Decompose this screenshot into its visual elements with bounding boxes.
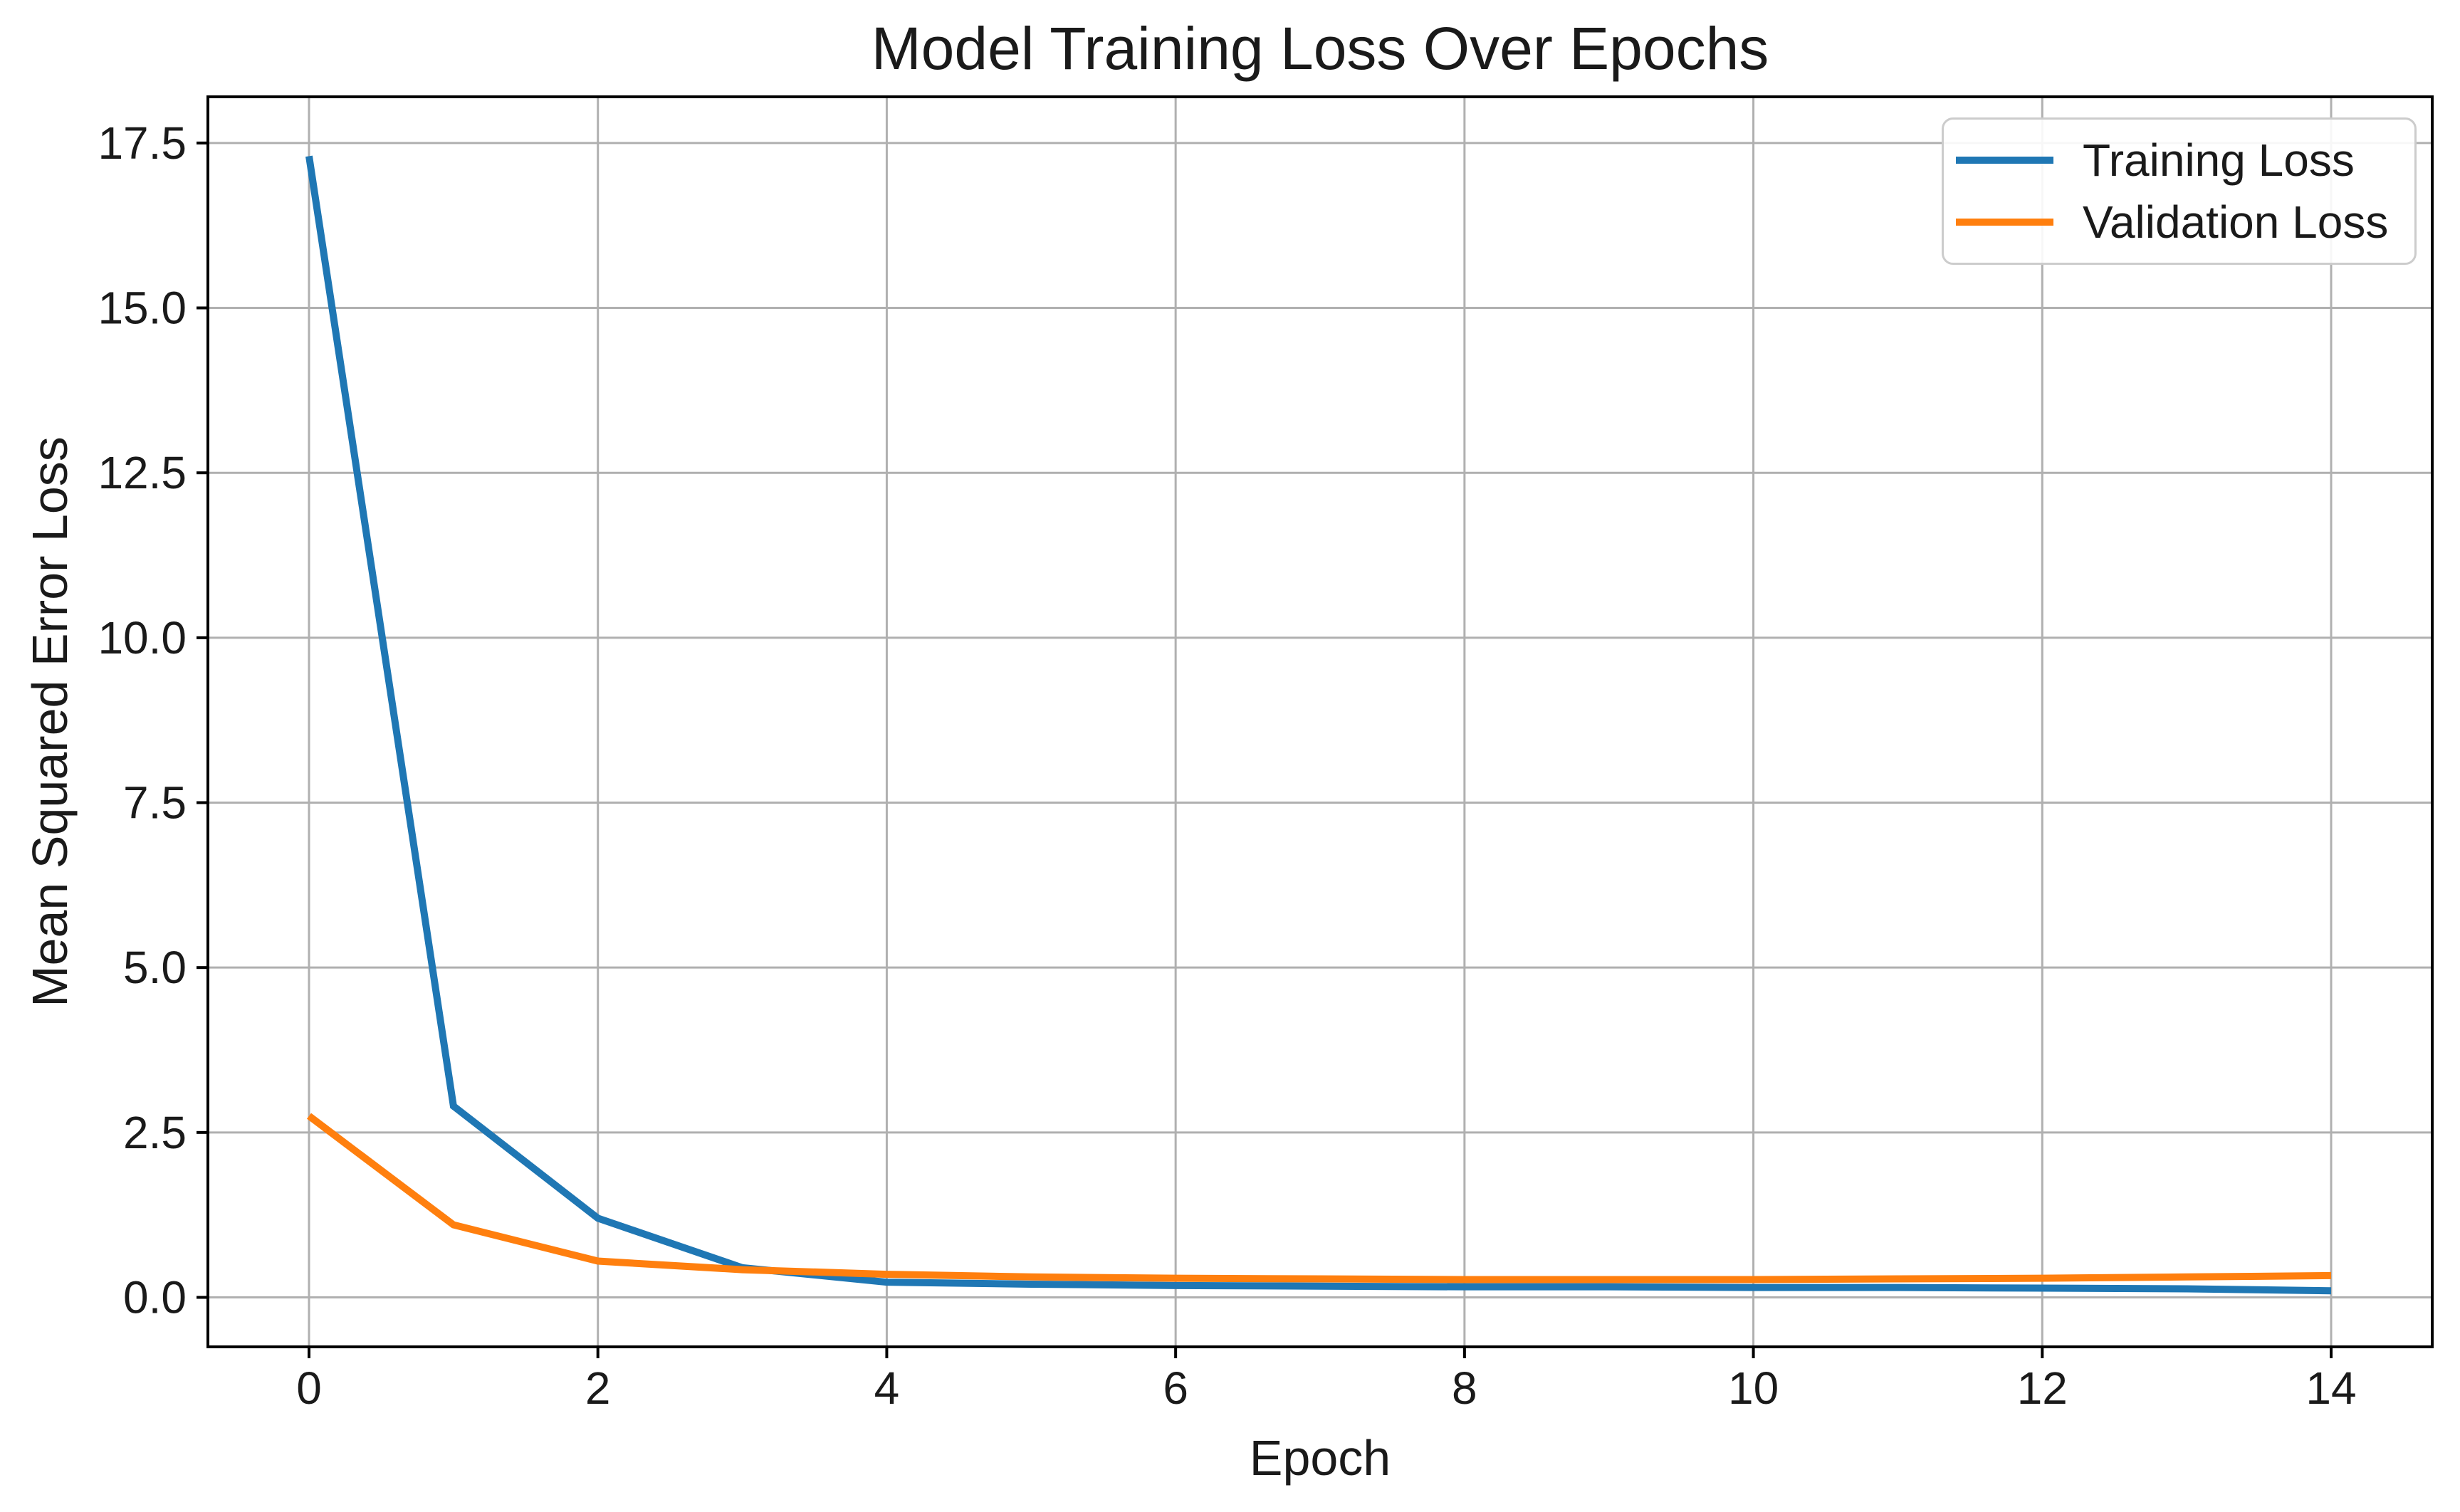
axes-spines — [206, 95, 2434, 1348]
y-tick-label: 12.5 — [98, 447, 187, 498]
series-line-validation-loss — [306, 1113, 2332, 1283]
x-tick-label: 6 — [1163, 1363, 1188, 1414]
x-tick-label: 10 — [1728, 1363, 1779, 1414]
x-tick-label: 8 — [1452, 1363, 1477, 1414]
y-tick-label: 15.0 — [98, 283, 187, 334]
legend-label-training-loss: Training Loss — [2083, 135, 2355, 187]
x-tick-label: 12 — [2017, 1363, 2068, 1414]
y-tick-label: 0.0 — [123, 1272, 187, 1323]
y-tick-label: 2.5 — [123, 1107, 187, 1158]
chart-title: Model Training Loss Over Epochs — [871, 15, 1769, 82]
x-tick-label: 4 — [874, 1363, 900, 1414]
legend: Training Loss Validation Loss — [1942, 117, 2417, 265]
x-tick-label: 14 — [2305, 1363, 2356, 1414]
y-axis-label-text: Mean Squared Error Loss — [22, 436, 78, 1007]
y-tick-label: 10.0 — [98, 612, 187, 663]
legend-item-validation-loss: Validation Loss — [1944, 194, 2414, 251]
y-tick-label: 17.5 — [98, 117, 187, 169]
training-loss-line-swatch — [1956, 157, 2053, 164]
x-tick-label: 0 — [296, 1363, 322, 1414]
y-tick-label: 7.5 — [123, 777, 187, 829]
x-tick-label: 2 — [585, 1363, 611, 1414]
x-axis-label: Epoch — [1249, 1430, 1391, 1486]
validation-loss-line-swatch — [1956, 218, 2053, 226]
y-tick-label: 5.0 — [123, 942, 187, 993]
grid — [208, 97, 2432, 1347]
legend-item-training-loss: Training Loss — [1944, 132, 2414, 189]
series-line-training-loss — [305, 155, 2332, 1295]
legend-label-validation-loss: Validation Loss — [2083, 196, 2389, 248]
